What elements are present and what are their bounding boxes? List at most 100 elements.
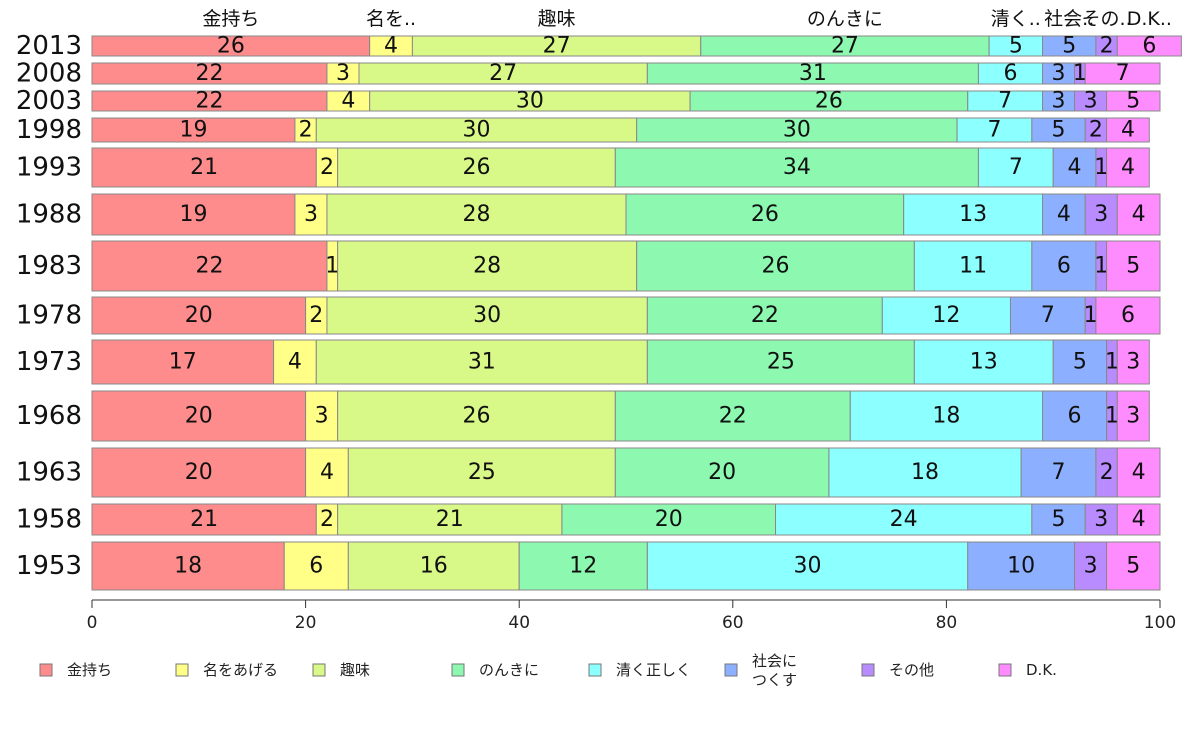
legend-swatch-6 [861, 663, 875, 677]
data-label-2013-series-2: 27 [543, 34, 571, 59]
data-label-1978-series-1: 2 [309, 303, 323, 328]
bar-1968-series-5 [1042, 390, 1108, 442]
data-label-1958-series-1: 2 [320, 507, 334, 532]
data-label-1973-series-7: 3 [1126, 350, 1140, 375]
bar-1973-series-2 [315, 339, 648, 385]
data-label-2013-series-0: 26 [217, 34, 245, 59]
data-label-1973-series-6: 1 [1105, 350, 1119, 375]
legend-swatch-1 [175, 663, 189, 677]
data-label-1983-series-6: 1 [1094, 254, 1108, 279]
top-series-labels: 金持ち 名を.. 趣味 のんきに 清く.. 社会..その..D.K.. [202, 8, 1172, 30]
data-label-2003-series-0: 22 [195, 89, 223, 114]
legend-swatch-4 [588, 663, 602, 677]
data-label-2013-series-5: 5 [1062, 34, 1076, 59]
data-label-1968-series-4: 18 [932, 404, 960, 429]
bar-1988-series-4 [903, 193, 1044, 236]
data-label-1988-series-1: 3 [304, 202, 318, 227]
bar-1993-series-7 [1106, 147, 1150, 188]
bar-1953-series-7 [1106, 541, 1161, 591]
top-label-series-6: その.. [1082, 8, 1132, 30]
data-label-1988-series-5: 4 [1057, 202, 1071, 227]
data-label-1988-series-3: 26 [751, 202, 779, 227]
data-label-1973-series-5: 5 [1073, 350, 1087, 375]
data-label-1983-series-1: 1 [325, 254, 339, 279]
data-label-2003-series-2: 30 [516, 89, 544, 114]
legend-label-6: その他 [889, 661, 934, 679]
legend-label-3: のんきに [479, 661, 539, 679]
data-label-1978-series-6: 1 [1084, 303, 1098, 328]
bar-1963-series-7 [1116, 447, 1161, 498]
top-label-series-4: 清く.. [991, 8, 1041, 30]
data-label-2013-series-3: 27 [831, 34, 859, 59]
data-label-1963-series-0: 20 [185, 460, 213, 485]
data-label-2003-series-1: 4 [341, 89, 355, 114]
data-label-1978-series-3: 22 [751, 303, 779, 328]
data-label-1993-series-7: 4 [1121, 155, 1135, 180]
bar-1973-series-7 [1116, 339, 1150, 385]
bar-1993-series-2 [337, 147, 616, 188]
data-label-1998-series-2: 30 [462, 118, 490, 143]
x-tick-label-60: 60 [722, 613, 744, 633]
legend-label-1: 名をあげる [203, 661, 278, 679]
data-label-1963-series-4: 18 [911, 460, 939, 485]
data-label-1968-series-2: 26 [462, 404, 490, 429]
data-label-2013-series-4: 5 [1009, 34, 1023, 59]
data-label-2013-series-6: 2 [1100, 34, 1114, 59]
data-label-1978-series-5: 7 [1041, 303, 1055, 328]
bar-2008-series-7 [1084, 62, 1161, 85]
bar-1978-series-0 [91, 296, 307, 335]
data-label-1973-series-3: 25 [767, 350, 795, 375]
bar-1973-series-0 [91, 339, 275, 385]
bar-1968-series-3 [614, 390, 851, 442]
bar-1978-series-3 [646, 296, 883, 335]
data-label-1983-series-7: 5 [1126, 254, 1140, 279]
bar-1983-series-3 [636, 240, 915, 292]
data-label-1993-series-1: 2 [320, 155, 334, 180]
data-label-2008-series-5: 3 [1052, 61, 1066, 86]
data-label-1963-series-1: 4 [320, 460, 334, 485]
bar-1973-series-4 [913, 339, 1054, 385]
bar-1953-series-6 [1074, 541, 1108, 591]
data-label-2013-series-7: 6 [1142, 34, 1156, 59]
data-label-1958-series-2: 21 [436, 507, 464, 532]
legend-label-5: 社会につくす [752, 652, 797, 689]
bar-1983-series-4 [913, 240, 1033, 292]
row-label-1998: 1998 [16, 115, 82, 145]
data-label-2008-series-1: 3 [336, 61, 350, 86]
legend-label-0: 金持ち [67, 661, 112, 679]
data-label-1953-series-7: 5 [1126, 554, 1140, 579]
top-label-series-2: 趣味 [538, 8, 576, 30]
bar-1983-series-0 [91, 240, 328, 292]
legend: 金持ち 名をあげる 趣味 のんきに 清く正しく 社会につくす その他 D.K. [39, 652, 1057, 689]
data-label-1968-series-3: 22 [719, 404, 747, 429]
legend-swatch-0 [39, 663, 53, 677]
data-label-1983-series-4: 11 [959, 254, 987, 279]
data-label-1973-series-2: 31 [468, 350, 496, 375]
bar-1998-series-0 [91, 117, 296, 143]
row-label-1968: 1968 [16, 401, 82, 431]
data-label-1968-series-7: 3 [1126, 404, 1140, 429]
row-label-1963: 1963 [16, 458, 82, 488]
data-label-2008-series-4: 6 [1003, 61, 1017, 86]
data-label-1963-series-7: 4 [1132, 460, 1146, 485]
data-label-1983-series-3: 26 [762, 254, 790, 279]
legend-swatch-5 [724, 663, 738, 677]
bar-1963-series-4 [828, 447, 1022, 498]
bar-1978-series-5 [1009, 296, 1086, 335]
legend-label-7: D.K. [1026, 661, 1057, 679]
data-label-1983-series-0: 22 [195, 254, 223, 279]
data-label-1978-series-0: 20 [185, 303, 213, 328]
bar-1953-series-5 [967, 541, 1076, 591]
x-tick-label-80: 80 [936, 613, 958, 633]
bar-1968-series-4 [849, 390, 1044, 442]
bar-1988-series-6 [1084, 193, 1118, 236]
bar-1968-series-1 [305, 390, 339, 442]
data-label-1978-series-2: 30 [473, 303, 501, 328]
data-label-2008-series-6: 1 [1073, 61, 1087, 86]
data-label-1998-series-6: 2 [1089, 118, 1103, 143]
data-label-1988-series-7: 4 [1132, 202, 1146, 227]
bar-1993-series-4 [977, 147, 1054, 188]
bar-2003-series-7 [1106, 90, 1161, 112]
row-label-1973: 1973 [16, 347, 82, 377]
